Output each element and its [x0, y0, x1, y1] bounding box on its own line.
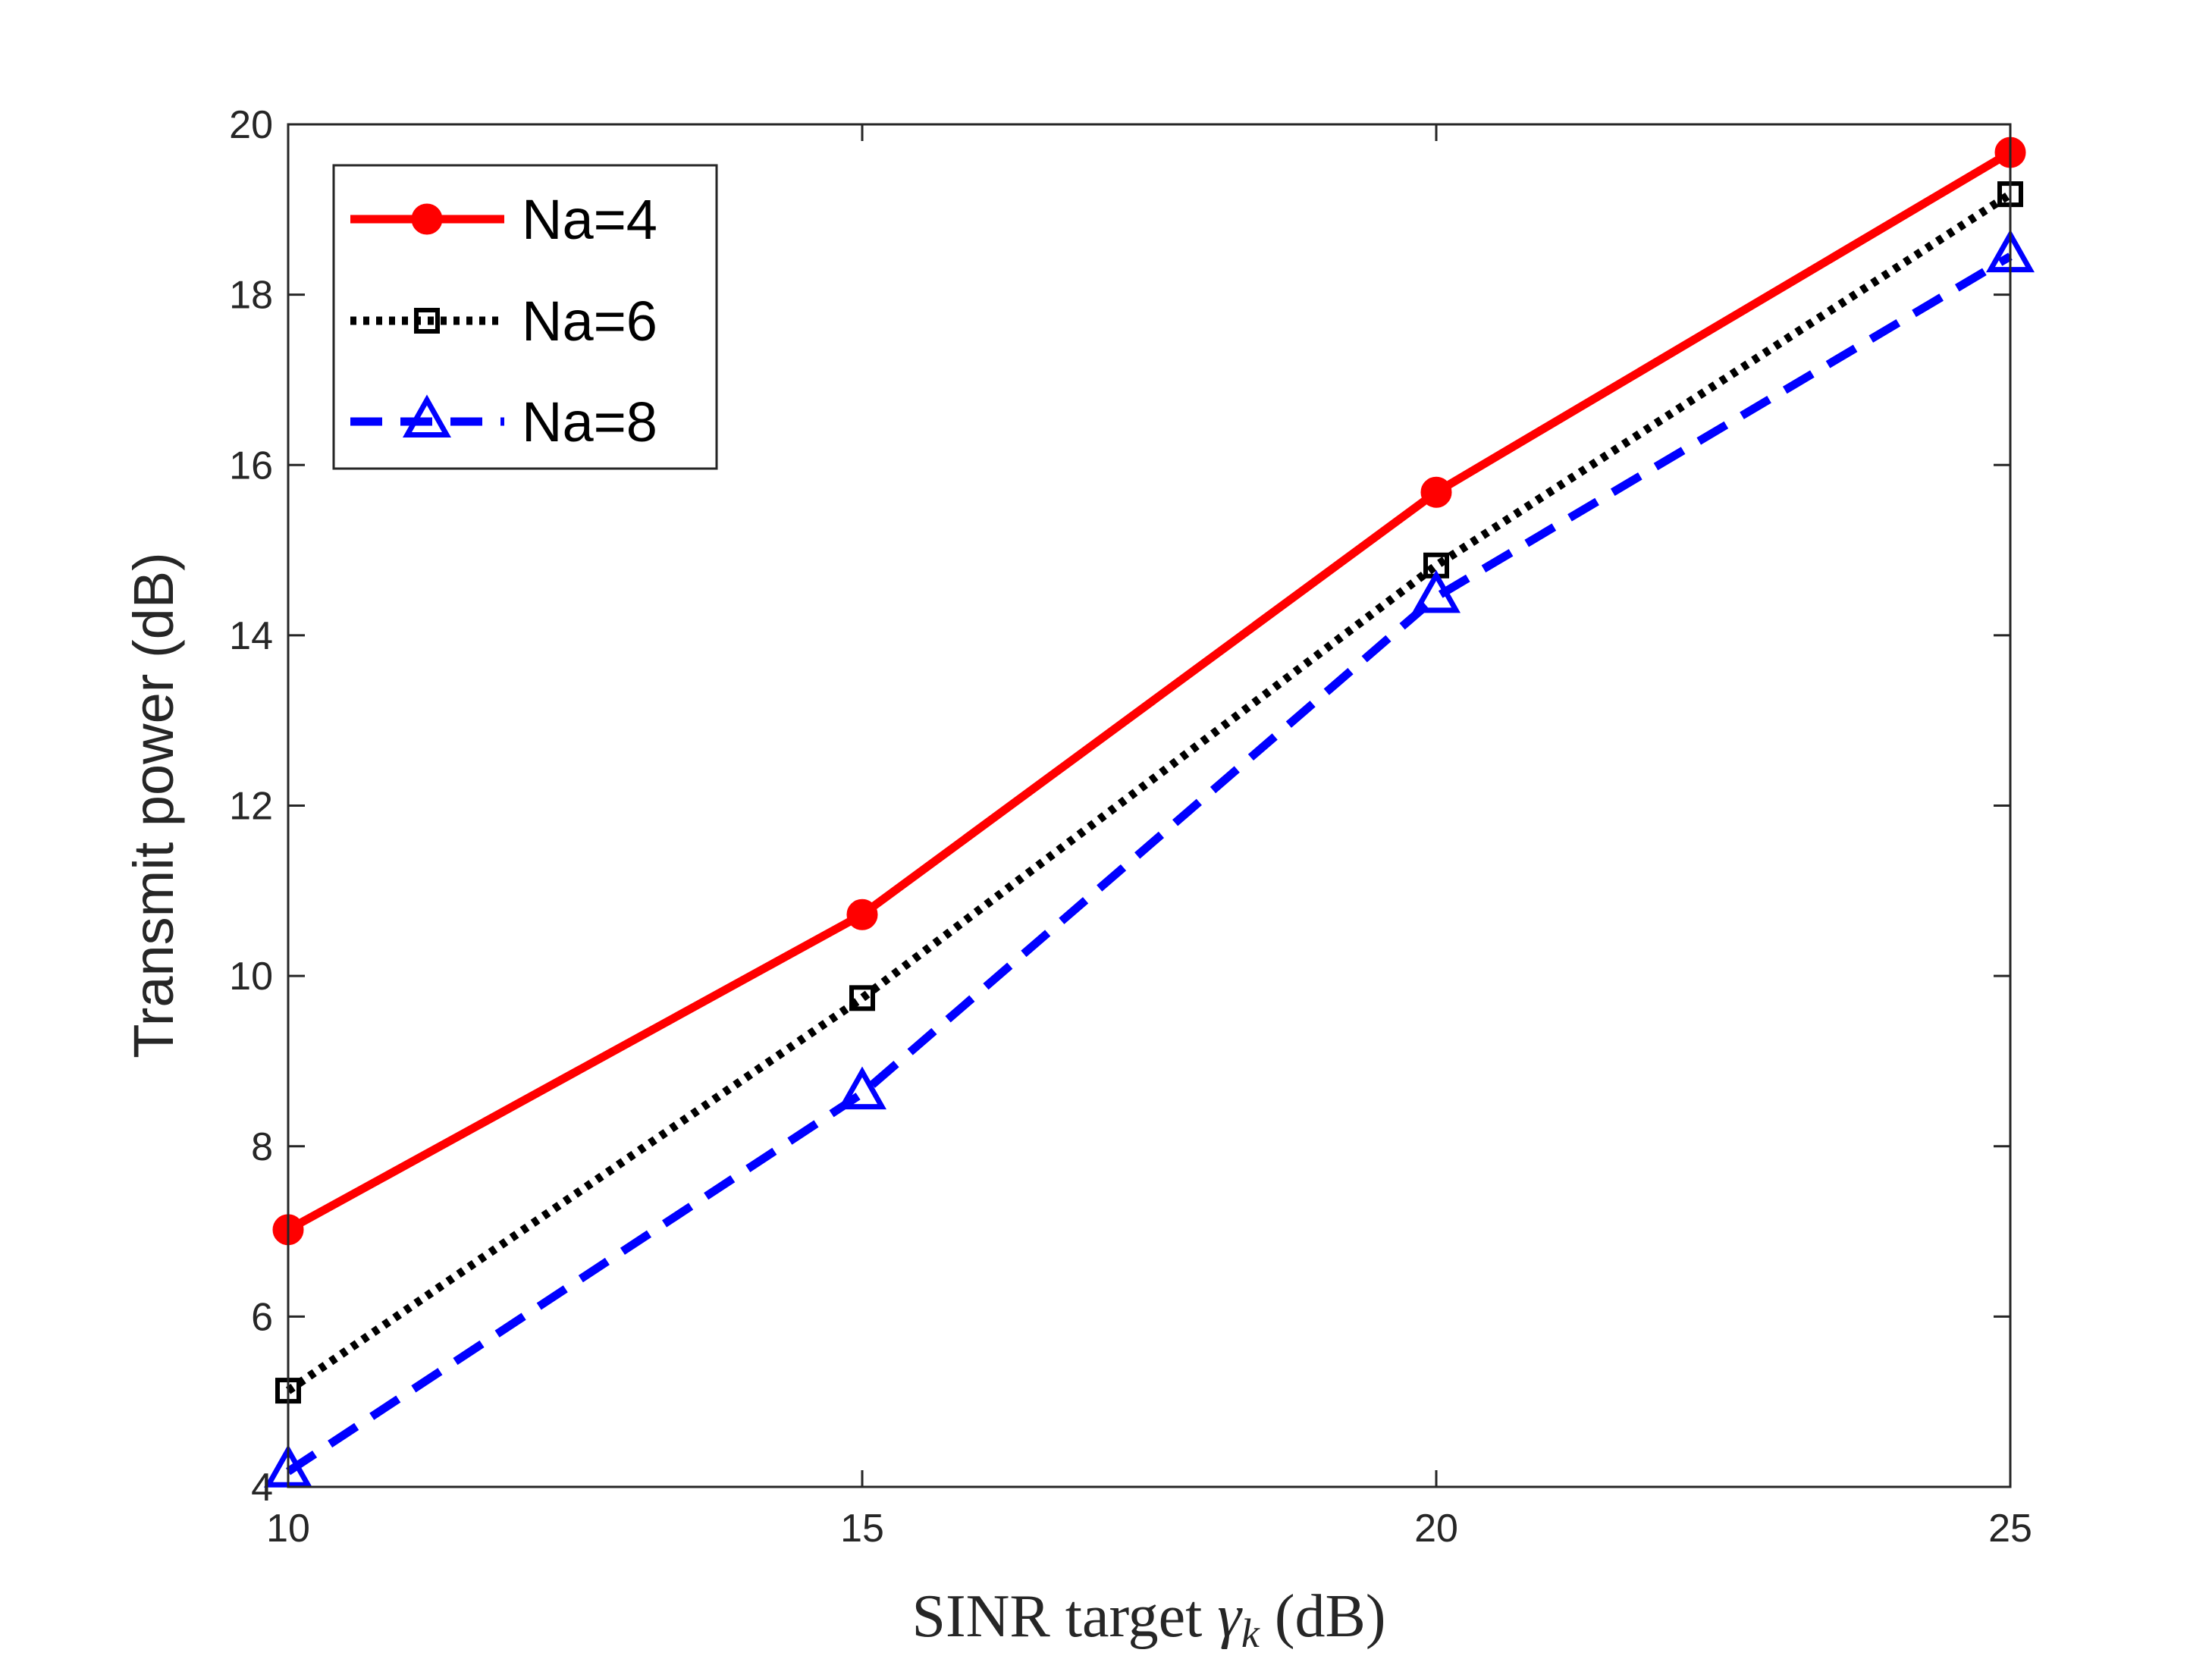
- x-axis-label-symbol: γ: [1217, 1583, 1243, 1650]
- series-line: [286, 149, 2013, 1234]
- legend-swatch-marker: [414, 308, 440, 334]
- y-tick-label: 8: [251, 1125, 273, 1169]
- tick-labels-layer: 10 15 20 25 4 6 8 10 12 14 16 18 20: [229, 103, 2032, 1551]
- legend-label: Na=6: [522, 290, 657, 353]
- legend-entries: Na=4 Na=6 Na=8: [350, 188, 657, 453]
- x-axis-label-subscript: k: [1241, 1610, 1260, 1656]
- series-line: [285, 252, 2013, 1476]
- y-tick-label: 6: [251, 1295, 273, 1339]
- x-tick-label: 25: [1988, 1507, 2032, 1551]
- data-point: [849, 985, 875, 1011]
- y-axis-label: Transmit power (dB): [122, 552, 185, 1058]
- y-tick-label: 18: [229, 274, 273, 318]
- y-tick-label: 12: [229, 785, 273, 829]
- x-tick-label: 10: [266, 1507, 310, 1551]
- y-tick-label: 14: [229, 614, 273, 658]
- x-tick-label: 15: [840, 1507, 884, 1551]
- legend-label: Na=8: [522, 390, 657, 453]
- x-axis-label-suffix: (dB): [1260, 1583, 1386, 1650]
- legend-entry: Na=8: [350, 390, 657, 453]
- x-axis-label-prefix: SINR target: [911, 1583, 1217, 1650]
- data-point: [1420, 476, 1452, 508]
- series-Na=4: [272, 136, 2026, 1246]
- y-tick-label: 4: [251, 1466, 273, 1510]
- series-line: [285, 190, 2013, 1394]
- data-point: [1412, 569, 1461, 613]
- legend-swatch-marker: [403, 394, 451, 437]
- legend-entry: Na=4: [350, 188, 657, 251]
- series-layer: [264, 136, 2035, 1488]
- y-tick-label: 16: [229, 444, 273, 488]
- data-point: [838, 1066, 886, 1110]
- x-axis-label: SINR target γk (dB): [911, 1583, 1385, 1656]
- legend-entry: Na=6: [350, 290, 657, 353]
- ticks-layer: [287, 123, 2012, 1488]
- y-tick-label: 20: [229, 103, 273, 147]
- y-tick-label: 10: [229, 955, 273, 999]
- legend-label: Na=4: [522, 188, 657, 251]
- x-tick-label: 20: [1414, 1507, 1458, 1551]
- legend: Na=4 Na=6 Na=8: [332, 164, 718, 470]
- legend-swatch-marker: [411, 203, 443, 235]
- data-point: [846, 898, 878, 930]
